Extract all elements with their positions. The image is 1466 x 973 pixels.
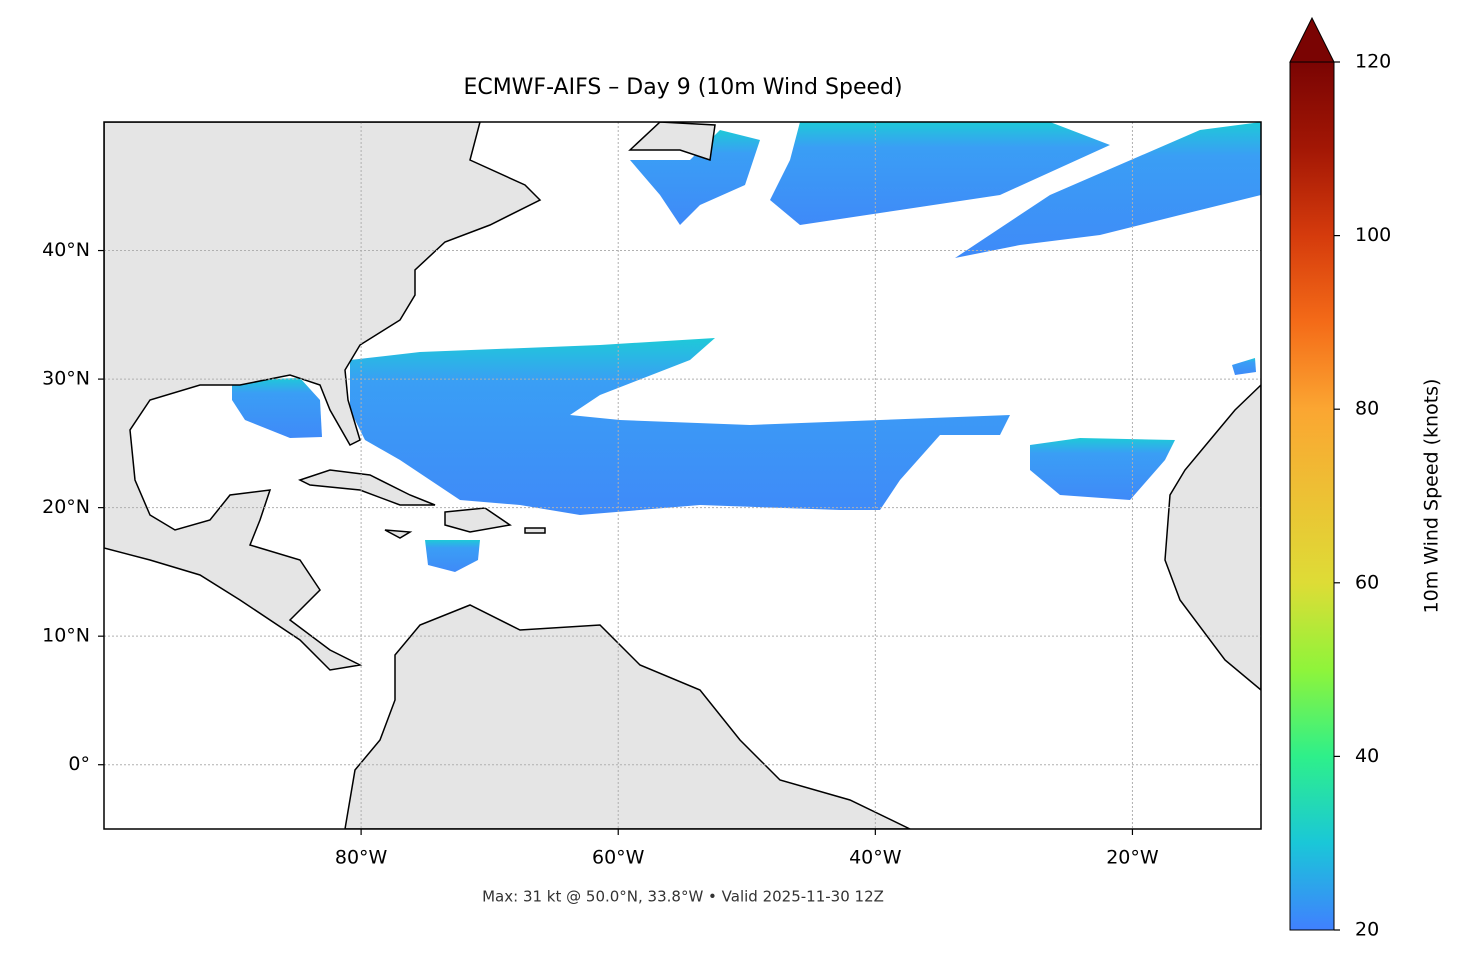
colorbar-label: 10m Wind Speed (knots) (1421, 379, 1443, 614)
land (104, 122, 1261, 829)
wind-area (1232, 358, 1256, 375)
y-tick-label: 0° (68, 753, 90, 775)
map-title: ECMWF-AIFS – Day 9 (10m Wind Speed) (463, 75, 902, 100)
map-layers (104, 122, 1261, 829)
y-tick-label: 40°N (42, 239, 90, 261)
y-tick-label: 20°N (42, 496, 90, 518)
colorbar-tick-label: 120 (1355, 51, 1391, 73)
hispaniola (444, 507, 512, 533)
africa (1164, 383, 1261, 691)
colorbar-tick-label: 100 (1355, 224, 1391, 246)
cuba (298, 469, 436, 506)
colorbar-extend (1289, 16, 1335, 63)
south-america (344, 604, 911, 829)
colorbar-tick-label: 60 (1355, 571, 1379, 593)
wind-area (630, 130, 760, 225)
jamaica (384, 529, 413, 539)
wind-area (425, 540, 480, 572)
map-footer: Max: 31 kt @ 50.0°N, 33.8°W • Valid 2025… (482, 888, 884, 906)
y-tick-label: 30°N (42, 368, 90, 390)
x-tick-label: 20°W (1106, 847, 1159, 869)
y-tick-label: 10°N (42, 625, 90, 647)
colorbar-tick-label: 20 (1355, 919, 1379, 941)
wind-area (770, 122, 1110, 225)
colorbar (1289, 61, 1335, 931)
puerto-rico (524, 527, 546, 534)
x-tick-label: 80°W (335, 847, 388, 869)
plot-frame (103, 121, 1262, 830)
gridlines (104, 122, 1261, 829)
wind-field (232, 122, 1261, 572)
north-america (104, 122, 542, 671)
wind-area (955, 122, 1261, 258)
x-tick-label: 60°W (592, 847, 645, 869)
x-tick-label: 40°W (849, 847, 902, 869)
wind-area (350, 338, 1010, 515)
colorbar-tick-label: 80 (1355, 398, 1379, 420)
wind-area (232, 378, 322, 438)
newfoundland (628, 122, 716, 161)
wind-area (1030, 438, 1175, 500)
colorbar-tick-label: 40 (1355, 745, 1379, 767)
